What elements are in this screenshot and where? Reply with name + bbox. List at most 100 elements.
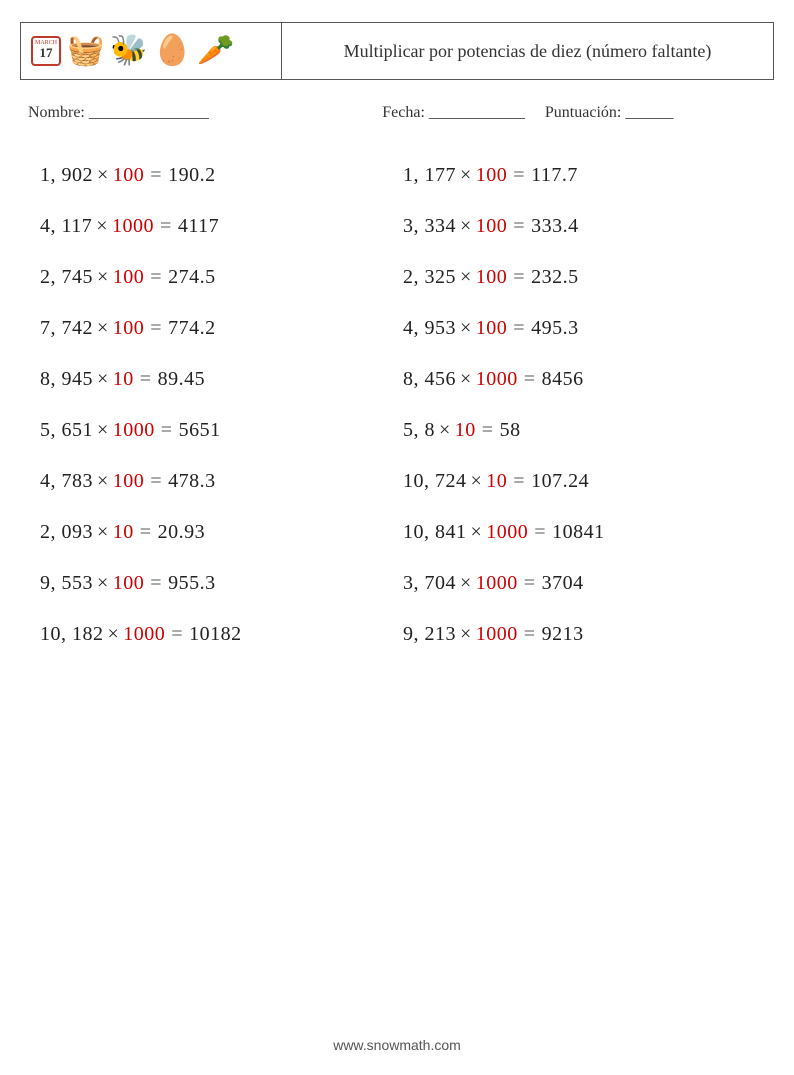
times-icon: × xyxy=(456,164,476,187)
equals-sign: = xyxy=(507,266,531,289)
result: 955.3 xyxy=(168,572,216,595)
result: 3704 xyxy=(542,572,584,595)
calendar-icon: MARCH 17 xyxy=(31,36,61,66)
equals-sign: = xyxy=(507,470,531,493)
operand-a: 4, 783 xyxy=(40,470,93,493)
operand-b-answer: 10 xyxy=(113,521,134,544)
result: 107.24 xyxy=(531,470,589,493)
problem-row: 10, 182×1000=10182 xyxy=(40,609,403,660)
operand-a: 2, 093 xyxy=(40,521,93,544)
result: 4117 xyxy=(178,215,219,238)
problem-row: 2, 093×10=20.93 xyxy=(40,507,403,558)
equals-sign: = xyxy=(134,521,158,544)
equals-sign: = xyxy=(518,623,542,646)
calendar-day: 17 xyxy=(33,46,59,59)
operand-b-answer: 100 xyxy=(476,317,508,340)
operand-a: 3, 334 xyxy=(403,215,456,238)
problem-row: 8, 945×10=89.45 xyxy=(40,354,403,405)
times-icon: × xyxy=(93,164,113,187)
operand-a: 2, 745 xyxy=(40,266,93,289)
operand-a: 5, 651 xyxy=(40,419,93,442)
equals-sign: = xyxy=(154,215,178,238)
equals-sign: = xyxy=(144,164,168,187)
operand-a: 2, 325 xyxy=(403,266,456,289)
operand-b-answer: 100 xyxy=(113,164,145,187)
times-icon: × xyxy=(456,572,476,595)
operand-b-answer: 100 xyxy=(113,572,145,595)
problem-row: 3, 334×100=333.4 xyxy=(403,201,766,252)
operand-a: 8, 456 xyxy=(403,368,456,391)
problem-row: 10, 724×10=107.24 xyxy=(403,456,766,507)
eggs-icon: 🥚 xyxy=(154,36,191,66)
times-icon: × xyxy=(456,266,476,289)
result: 117.7 xyxy=(531,164,578,187)
operand-b-answer: 1000 xyxy=(113,419,155,442)
score-label: Puntuación: ______ xyxy=(545,104,673,121)
date-label: Fecha: ____________ xyxy=(382,104,525,121)
operand-a: 7, 742 xyxy=(40,317,93,340)
equals-sign: = xyxy=(518,368,542,391)
problem-row: 4, 953×100=495.3 xyxy=(403,303,766,354)
times-icon: × xyxy=(93,470,113,493)
operand-a: 9, 213 xyxy=(403,623,456,646)
operand-a: 4, 953 xyxy=(403,317,456,340)
operand-b-answer: 100 xyxy=(113,470,145,493)
worksheet-header: MARCH 17 🧺 🐝 🥚 🥕 Multiplicar por potenci… xyxy=(20,22,774,80)
times-icon: × xyxy=(456,368,476,391)
result: 274.5 xyxy=(168,266,216,289)
problems-right-column: 1, 177×100=117.73, 334×100=333.42, 325×1… xyxy=(403,150,766,660)
operand-b-answer: 1000 xyxy=(476,572,518,595)
operand-b-answer: 100 xyxy=(113,317,145,340)
problem-row: 3, 704×1000=3704 xyxy=(403,558,766,609)
operand-a: 4, 117 xyxy=(40,215,92,238)
result: 10841 xyxy=(552,521,605,544)
equals-sign: = xyxy=(144,470,168,493)
operand-a: 10, 182 xyxy=(40,623,104,646)
equals-sign: = xyxy=(507,215,531,238)
operand-b-answer: 1000 xyxy=(112,215,154,238)
problem-row: 1, 177×100=117.7 xyxy=(403,150,766,201)
name-field: Nombre: _______________ xyxy=(28,104,382,122)
times-icon: × xyxy=(93,266,113,289)
operand-a: 3, 704 xyxy=(403,572,456,595)
result: 10182 xyxy=(189,623,242,646)
operand-b-answer: 10 xyxy=(113,368,134,391)
operand-a: 1, 177 xyxy=(403,164,456,187)
times-icon: × xyxy=(93,572,113,595)
header-icons: MARCH 17 🧺 🐝 🥚 🥕 xyxy=(21,23,282,79)
times-icon: × xyxy=(456,623,476,646)
times-icon: × xyxy=(93,368,113,391)
operand-a: 5, 8 xyxy=(403,419,435,442)
result: 495.3 xyxy=(531,317,579,340)
times-icon: × xyxy=(467,521,487,544)
times-icon: × xyxy=(93,419,113,442)
title-box: Multiplicar por potencias de diez (númer… xyxy=(282,23,773,79)
footer-url: www.snowmath.com xyxy=(0,1037,794,1053)
problem-row: 5, 651×1000=5651 xyxy=(40,405,403,456)
operand-b-answer: 10 xyxy=(455,419,476,442)
info-line: Nombre: _______________ Fecha: _________… xyxy=(28,104,766,122)
equals-sign: = xyxy=(518,572,542,595)
worksheet-title: Multiplicar por potencias de diez (númer… xyxy=(344,41,712,62)
operand-b-answer: 1000 xyxy=(476,623,518,646)
problem-row: 1, 902×100=190.2 xyxy=(40,150,403,201)
result: 232.5 xyxy=(531,266,579,289)
operand-a: 10, 841 xyxy=(403,521,467,544)
times-icon: × xyxy=(93,521,113,544)
operand-b-answer: 10 xyxy=(486,470,507,493)
problem-row: 7, 742×100=774.2 xyxy=(40,303,403,354)
times-icon: × xyxy=(456,317,476,340)
problem-row: 2, 325×100=232.5 xyxy=(403,252,766,303)
carrot-icon: 🥕 xyxy=(197,36,234,66)
times-icon: × xyxy=(467,470,487,493)
equals-sign: = xyxy=(476,419,500,442)
times-icon: × xyxy=(104,623,124,646)
operand-b-answer: 100 xyxy=(476,164,508,187)
result: 333.4 xyxy=(531,215,579,238)
result: 774.2 xyxy=(168,317,216,340)
result: 9213 xyxy=(542,623,584,646)
times-icon: × xyxy=(92,215,112,238)
result: 8456 xyxy=(542,368,584,391)
operand-a: 8, 945 xyxy=(40,368,93,391)
result: 5651 xyxy=(179,419,221,442)
